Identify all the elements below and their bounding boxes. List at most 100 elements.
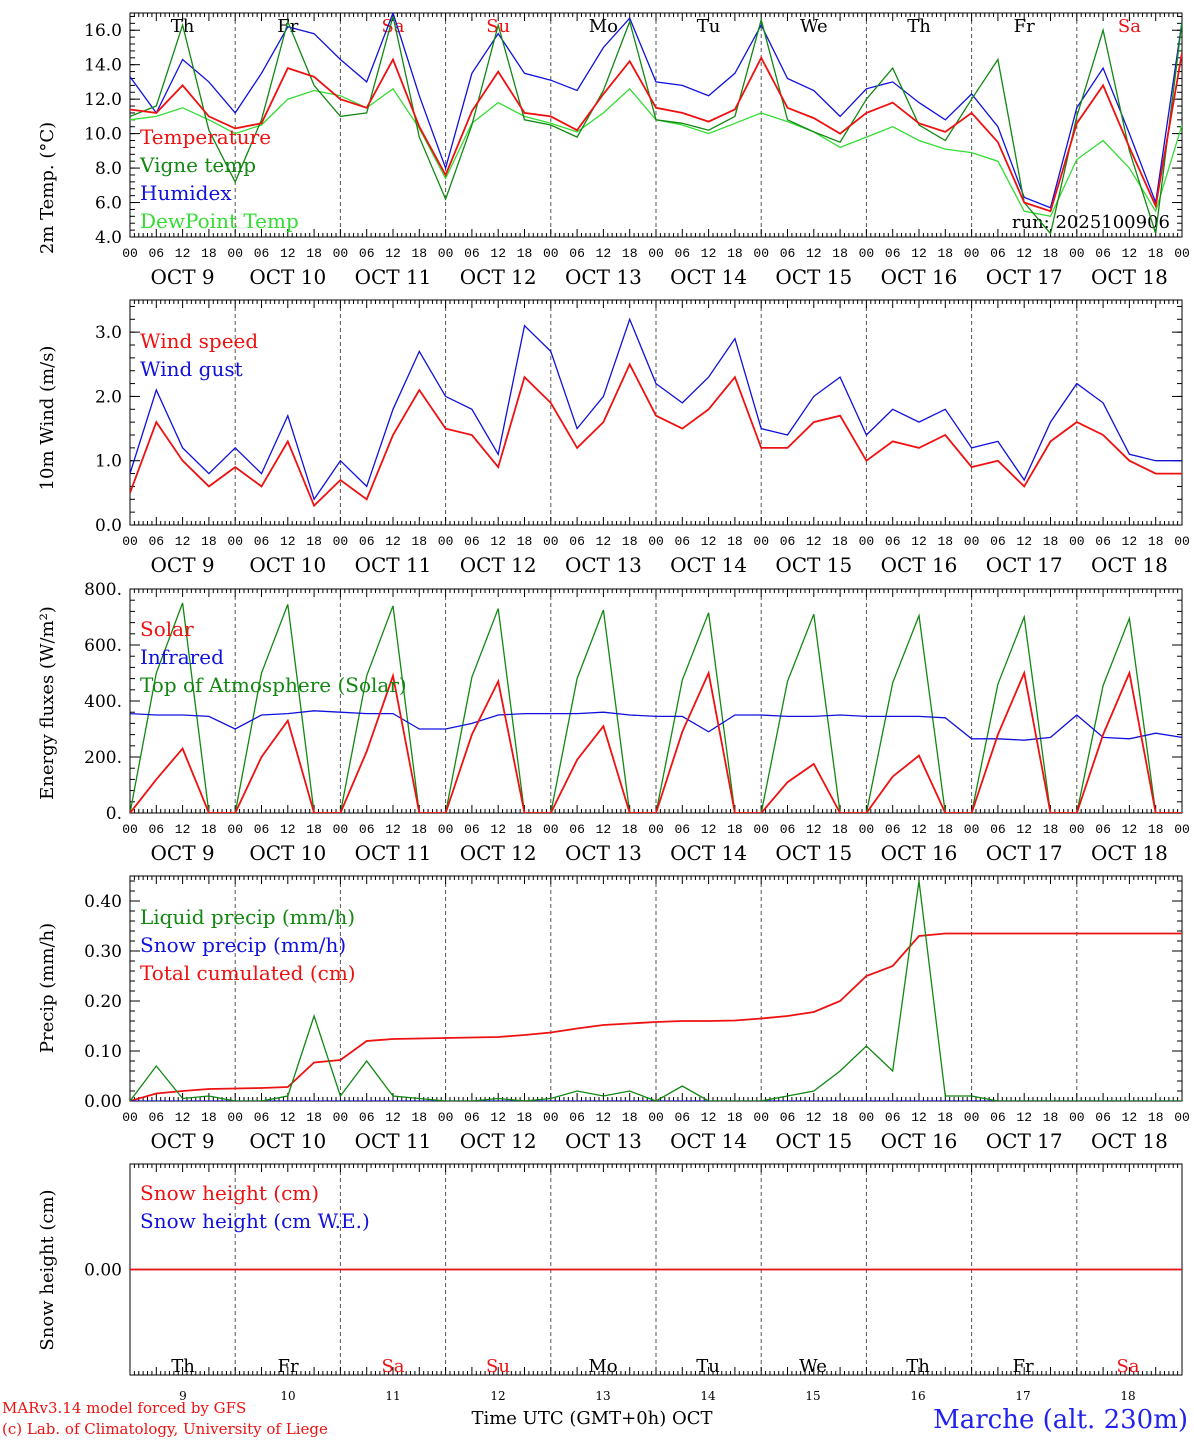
hour-tick-label: 12 bbox=[596, 822, 612, 837]
date-label: OCT 12 bbox=[460, 841, 537, 865]
hour-tick-label: 12 bbox=[385, 822, 401, 837]
date-label: OCT 16 bbox=[881, 553, 958, 577]
hour-tick-label: 18 bbox=[201, 1110, 217, 1125]
day-number-7: 15 bbox=[805, 1389, 820, 1403]
hour-tick-label: 06 bbox=[780, 534, 796, 549]
y-tick-label: 1.0 bbox=[95, 452, 122, 472]
hour-tick-label: 12 bbox=[1122, 246, 1138, 261]
series-line-1 bbox=[130, 669, 1182, 813]
hour-tick-label: 18 bbox=[1043, 1110, 1059, 1125]
y-axis-label: Precip (mm/h) bbox=[37, 923, 58, 1053]
hour-tick-label: 12 bbox=[385, 1110, 401, 1125]
hour-tick-label: 12 bbox=[175, 534, 191, 549]
legend-entry-3: Total cumulated (cm) bbox=[140, 961, 356, 985]
hour-tick-label: 00 bbox=[964, 534, 980, 549]
day-number-1: 9 bbox=[179, 1389, 187, 1403]
hour-tick-label: 00 bbox=[438, 246, 454, 261]
hour-tick-label: 00 bbox=[1069, 822, 1085, 837]
hour-tick-label: 18 bbox=[832, 1110, 848, 1125]
hour-tick-label: 06 bbox=[990, 246, 1006, 261]
hour-tick-label: 00 bbox=[648, 246, 664, 261]
hour-tick-label: 18 bbox=[411, 1110, 427, 1125]
x-axis-label: Time UTC (GMT+0h) OCT bbox=[471, 1408, 712, 1429]
date-label: OCT 13 bbox=[565, 1129, 642, 1153]
weekday-label-8: Th bbox=[906, 1356, 930, 1377]
y-tick-label: 800. bbox=[84, 580, 122, 600]
hour-tick-label: 00 bbox=[438, 1110, 454, 1125]
hour-tick-label: 00 bbox=[859, 1110, 875, 1125]
weekday-label-3: Sa bbox=[381, 1356, 404, 1377]
day-number-9: 17 bbox=[1015, 1389, 1030, 1403]
hour-tick-label: 06 bbox=[148, 822, 164, 837]
hour-tick-label: 18 bbox=[937, 246, 953, 261]
weekday-label-2: Fr bbox=[277, 1356, 298, 1377]
hour-tick-label: 18 bbox=[306, 534, 322, 549]
hour-tick-label: 18 bbox=[832, 534, 848, 549]
hour-tick-label: 12 bbox=[490, 246, 506, 261]
legend-entry-1: Snow height (cm) bbox=[140, 1181, 319, 1205]
hour-tick-label: 06 bbox=[885, 534, 901, 549]
hour-tick-label: 00 bbox=[543, 246, 559, 261]
weekday-label: Th bbox=[907, 16, 931, 37]
date-label: OCT 15 bbox=[775, 553, 852, 577]
y-tick-label: 16.0 bbox=[84, 21, 122, 41]
hour-tick-label: 12 bbox=[911, 246, 927, 261]
hour-tick-label: 12 bbox=[280, 1110, 296, 1125]
weekday-label: Fr bbox=[1014, 16, 1035, 37]
station-label: Marche (alt. 230m) bbox=[933, 1405, 1188, 1435]
hour-tick-label: 00 bbox=[648, 534, 664, 549]
hour-tick-label: 00 bbox=[1174, 534, 1190, 549]
hour-tick-label: 06 bbox=[148, 534, 164, 549]
hour-tick-label: 18 bbox=[201, 246, 217, 261]
date-label: OCT 16 bbox=[881, 841, 958, 865]
hour-tick-label: 18 bbox=[622, 822, 638, 837]
hour-tick-label: 12 bbox=[490, 534, 506, 549]
date-label: OCT 9 bbox=[151, 841, 215, 865]
hour-tick-label: 00 bbox=[1174, 822, 1190, 837]
y-tick-label: 6.0 bbox=[95, 194, 122, 214]
date-label: OCT 14 bbox=[670, 553, 747, 577]
hour-tick-label: 18 bbox=[1043, 822, 1059, 837]
date-label: OCT 18 bbox=[1091, 553, 1168, 577]
hour-tick-label: 12 bbox=[806, 1110, 822, 1125]
legend-entry-1: Solar bbox=[140, 617, 194, 641]
weekday-label-4: Su bbox=[486, 1356, 510, 1377]
hour-tick-label: 00 bbox=[753, 534, 769, 549]
hour-tick-label: 12 bbox=[1122, 822, 1138, 837]
chart-panels: 4.0 6.0 8.0 10.0 12.0 14.0 16.0 2m Temp. (°C) 00… bbox=[37, 12, 1190, 1376]
hour-tick-label: 12 bbox=[911, 534, 927, 549]
weekday-label: Sa bbox=[1118, 16, 1141, 37]
y-tick-label: 10.0 bbox=[84, 125, 122, 145]
hour-tick-label: 00 bbox=[227, 822, 243, 837]
hour-tick-label: 06 bbox=[1095, 1110, 1111, 1125]
legend-entry-3: Humidex bbox=[140, 181, 232, 205]
series-line-3 bbox=[130, 602, 1182, 813]
hour-tick-label: 06 bbox=[359, 822, 375, 837]
date-label: OCT 11 bbox=[355, 1129, 432, 1153]
date-label: OCT 17 bbox=[986, 841, 1063, 865]
y-tick-label: 0.20 bbox=[84, 992, 122, 1012]
hour-tick-label: 00 bbox=[438, 822, 454, 837]
weekday-label-5: Mo bbox=[588, 1356, 617, 1377]
hour-tick-label: 06 bbox=[148, 246, 164, 261]
hour-tick-label: 00 bbox=[1174, 246, 1190, 261]
panel-5: 0.00 Snow height (cm) Snow height (cm) Snow… bbox=[37, 1163, 1183, 1376]
legend-entry-3: Top of Atmosphere (Solar) bbox=[140, 673, 407, 697]
day-number-5: 13 bbox=[595, 1389, 610, 1403]
date-label: OCT 10 bbox=[249, 841, 326, 865]
hour-tick-label: 18 bbox=[622, 534, 638, 549]
panel-4: 0.00 0.10 0.20 0.30 0.40 Precip (mm/h) 00 06 12 1… bbox=[37, 875, 1190, 1153]
date-label: OCT 9 bbox=[151, 553, 215, 577]
day-number-6: 14 bbox=[700, 1389, 716, 1403]
hour-tick-label: 18 bbox=[306, 246, 322, 261]
date-label: OCT 13 bbox=[565, 841, 642, 865]
hour-tick-label: 00 bbox=[543, 534, 559, 549]
y-tick-label: 0. bbox=[106, 804, 122, 824]
hour-tick-label: 06 bbox=[885, 822, 901, 837]
hour-tick-label: 12 bbox=[806, 246, 822, 261]
hour-tick-label: 18 bbox=[1148, 534, 1164, 549]
day-number-10: 18 bbox=[1120, 1389, 1135, 1403]
hour-tick-label: 06 bbox=[569, 534, 585, 549]
date-label: OCT 15 bbox=[775, 265, 852, 289]
hour-tick-label: 12 bbox=[596, 246, 612, 261]
